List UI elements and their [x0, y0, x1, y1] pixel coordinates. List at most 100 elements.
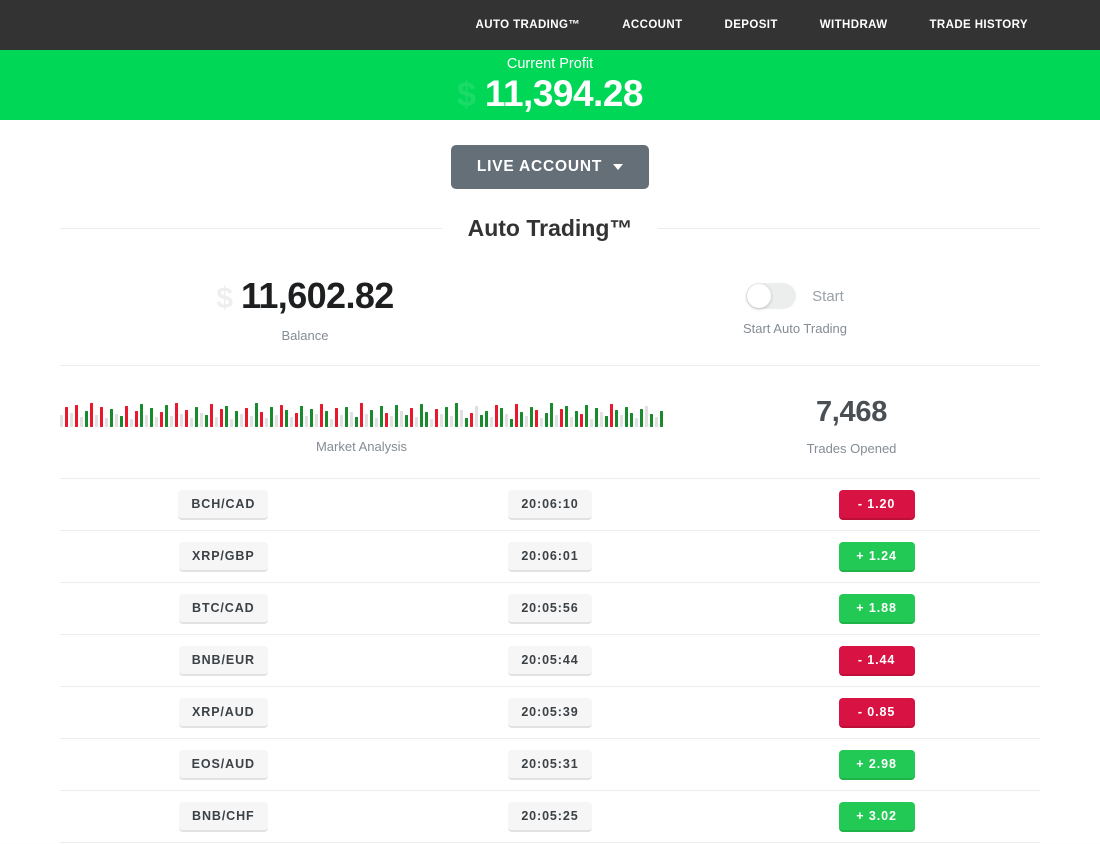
- trade-time-cell: 20:05:56: [387, 593, 714, 624]
- table-row[interactable]: EOS/AUD 20:05:31 + 2.98: [60, 739, 1040, 791]
- table-row[interactable]: BCH/CAD 20:06:10 - 1.20: [60, 479, 1040, 531]
- sparkline-bar: [245, 407, 248, 427]
- toggle-knob: [747, 284, 772, 308]
- sparkline-bar: [185, 409, 188, 427]
- sparkline-bar: [135, 410, 138, 427]
- live-account-dropdown-button[interactable]: LIVE ACCOUNT: [450, 145, 650, 189]
- trade-pair-cell: BNB/CHF: [60, 801, 387, 832]
- trade-pair-cell: BNB/EUR: [60, 645, 387, 676]
- sparkline-bar: [295, 412, 298, 427]
- trade-profit-cell: + 1.88: [713, 593, 1040, 624]
- table-row[interactable]: BTC/CAD 20:05:56 + 1.88: [60, 583, 1040, 635]
- sparkline-bar: [555, 414, 558, 427]
- table-row[interactable]: XRP/AUD 20:05:39 - 0.85: [60, 687, 1040, 739]
- sparkline-bar: [335, 407, 338, 427]
- sparkline-bar: [190, 417, 193, 427]
- sparkline-bar: [255, 402, 258, 427]
- sparkline-bar: [460, 409, 463, 427]
- sparkline-bar: [480, 414, 483, 427]
- sparkline-bar: [490, 416, 493, 427]
- sparkline-bar: [280, 404, 283, 427]
- sparkline-bar: [325, 410, 328, 427]
- chevron-down-icon: [613, 164, 624, 170]
- trade-timestamp-chip: 20:05:44: [508, 645, 592, 676]
- sparkline-bar: [65, 406, 68, 427]
- currency-pair-chip: BNB/CHF: [179, 801, 268, 832]
- sparkline-bar: [355, 416, 358, 427]
- sparkline-bar: [275, 414, 278, 427]
- sparkline-bar: [285, 409, 288, 427]
- sparkline-bar: [445, 406, 448, 427]
- sparkline-bar: [140, 403, 143, 427]
- sparkline-bar: [85, 410, 88, 427]
- sparkline-bar: [340, 414, 343, 427]
- sparkline-bar: [660, 410, 663, 427]
- sparkline-bar: [570, 416, 573, 427]
- trade-timestamp-chip: 20:06:10: [508, 489, 592, 520]
- auto-trading-toggle-wrap: Start: [746, 283, 844, 309]
- sparkline-bar: [260, 411, 263, 427]
- trade-timestamp-chip: 20:05:25: [508, 801, 592, 832]
- sparkline-bar: [110, 408, 113, 427]
- auto-trading-toggle[interactable]: [746, 283, 797, 309]
- sparkline-bar: [655, 416, 658, 427]
- sparkline-bar: [530, 406, 533, 427]
- sparkline-bar: [560, 408, 563, 427]
- currency-pair-chip: BCH/CAD: [178, 489, 269, 520]
- sparkline-bar: [475, 405, 478, 427]
- sparkline-bar: [230, 418, 233, 427]
- nav-account[interactable]: ACCOUNT: [622, 19, 683, 31]
- nav-withdraw[interactable]: WITHDRAW: [819, 19, 888, 31]
- currency-pair-chip: BTC/CAD: [179, 593, 268, 624]
- sparkline-bar: [645, 405, 648, 427]
- sparkline-bar: [120, 415, 123, 427]
- sparkline-bar: [300, 405, 303, 427]
- nav-deposit[interactable]: DEPOSIT: [724, 19, 778, 31]
- sparkline-bar: [630, 412, 633, 427]
- profit-badge: - 1.20: [838, 489, 915, 520]
- sparkline-bar: [385, 412, 388, 427]
- sparkline-bar: [470, 412, 473, 427]
- trade-time-cell: 20:05:25: [387, 801, 714, 832]
- current-profit-value-wrap: $ 11,394.28: [457, 73, 643, 115]
- sparkline-bar: [580, 413, 583, 427]
- trade-timestamp-chip: 20:05:56: [508, 593, 592, 624]
- current-profit-label: Current Profit: [506, 55, 594, 72]
- sparkline-bar: [250, 415, 253, 427]
- sparkline-bar: [455, 402, 458, 427]
- currency-pair-chip: XRP/AUD: [179, 697, 268, 728]
- sparkline-bar: [225, 405, 228, 427]
- sparkline-bar: [210, 403, 213, 427]
- sparkline-bar: [585, 404, 588, 427]
- sparkline-bar: [70, 412, 73, 427]
- sparkline-bar: [235, 410, 238, 427]
- nav-trade-history[interactable]: TRADE HISTORY: [929, 19, 1028, 31]
- sparkline-bar: [200, 412, 203, 427]
- sparkline-bar: [510, 418, 513, 427]
- sparkline-bar: [290, 416, 293, 427]
- trade-profit-cell: - 0.85: [713, 697, 1040, 728]
- sparkline-bar: [545, 412, 548, 427]
- sparkline-bar: [395, 404, 398, 427]
- trade-time-cell: 20:05:39: [387, 697, 714, 728]
- current-profit-banner: Current Profit $ 11,394.28: [0, 50, 1100, 120]
- sparkline-bar: [125, 405, 128, 427]
- sparkline-bar: [435, 408, 438, 427]
- table-row[interactable]: BNB/EUR 20:05:44 - 1.44: [60, 635, 1040, 687]
- sparkline-bar: [450, 415, 453, 427]
- sparkline-bar: [170, 415, 173, 427]
- profit-badge: + 2.98: [838, 749, 915, 780]
- sparkline-bar: [365, 413, 368, 427]
- table-row[interactable]: XRP/GBP 20:06:01 + 1.24: [60, 531, 1040, 583]
- trade-time-cell: 20:06:01: [387, 541, 714, 572]
- table-row[interactable]: BNB/CHF 20:05:25 + 3.02: [60, 791, 1040, 843]
- market-analysis-cell: Market Analysis: [60, 366, 663, 478]
- sparkline-bar: [415, 416, 418, 427]
- stats-row-secondary: Market Analysis 7,468 Trades Opened: [60, 366, 1040, 479]
- nav-auto-trading[interactable]: AUTO TRADING™: [475, 19, 581, 31]
- sparkline-bar: [330, 418, 333, 427]
- trade-time-cell: 20:06:10: [387, 489, 714, 520]
- sparkline-bar: [265, 417, 268, 427]
- sparkline-bar: [305, 415, 308, 427]
- balance-cell: $ 11,602.82 Balance: [60, 246, 550, 365]
